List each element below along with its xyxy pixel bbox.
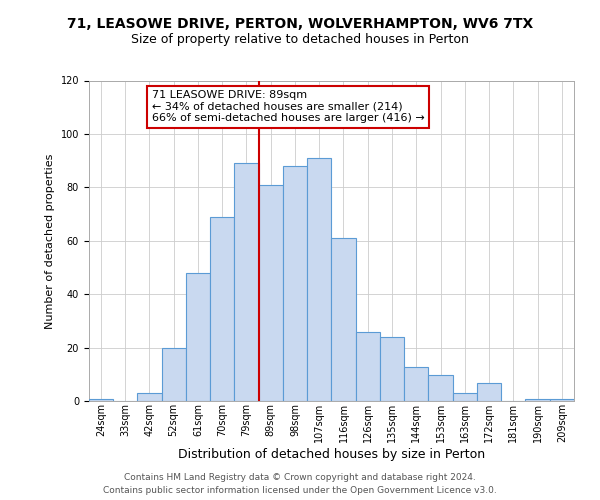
Bar <box>550 398 574 402</box>
Bar <box>331 238 356 402</box>
Bar <box>356 332 380 402</box>
X-axis label: Distribution of detached houses by size in Perton: Distribution of detached houses by size … <box>178 448 485 460</box>
Bar <box>477 382 501 402</box>
Text: 71, LEASOWE DRIVE, PERTON, WOLVERHAMPTON, WV6 7TX: 71, LEASOWE DRIVE, PERTON, WOLVERHAMPTON… <box>67 18 533 32</box>
Bar <box>186 273 210 402</box>
Text: 71 LEASOWE DRIVE: 89sqm
← 34% of detached houses are smaller (214)
66% of semi-d: 71 LEASOWE DRIVE: 89sqm ← 34% of detache… <box>152 90 425 124</box>
Bar <box>428 374 452 402</box>
Bar <box>137 394 161 402</box>
Bar <box>89 398 113 402</box>
Text: Contains public sector information licensed under the Open Government Licence v3: Contains public sector information licen… <box>103 486 497 495</box>
Bar <box>161 348 186 402</box>
Bar <box>452 394 477 402</box>
Bar <box>283 166 307 402</box>
Y-axis label: Number of detached properties: Number of detached properties <box>45 153 55 328</box>
Bar <box>526 398 550 402</box>
Bar <box>235 164 259 402</box>
Bar <box>210 217 235 402</box>
Bar <box>404 366 428 402</box>
Bar <box>380 337 404 402</box>
Bar <box>307 158 331 402</box>
Bar <box>259 185 283 402</box>
Text: Size of property relative to detached houses in Perton: Size of property relative to detached ho… <box>131 32 469 46</box>
Text: Contains HM Land Registry data © Crown copyright and database right 2024.: Contains HM Land Registry data © Crown c… <box>124 472 476 482</box>
